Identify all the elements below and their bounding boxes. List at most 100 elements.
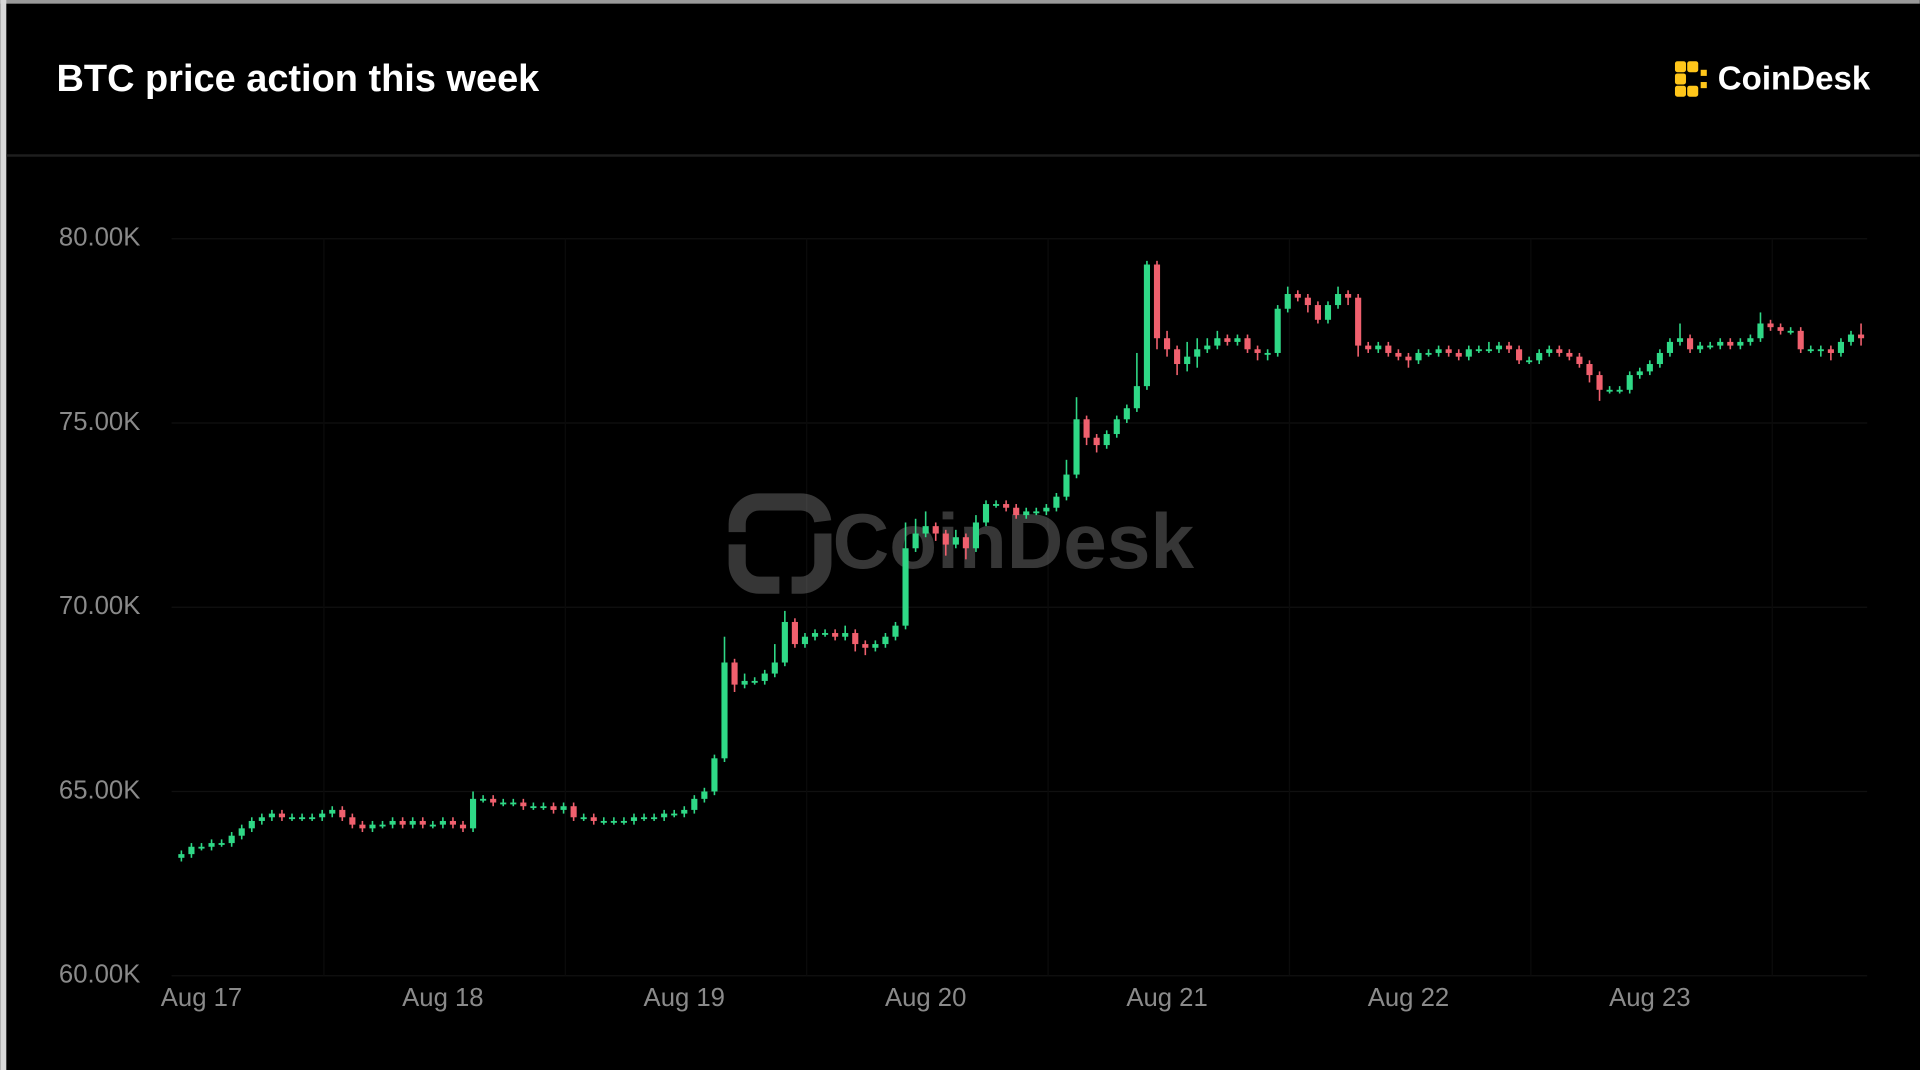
candle-body: [982, 504, 990, 523]
grid: 60.00K 65.00K 70.00K 75.00K 80.00K Aug 17 Aug …: [59, 224, 1868, 1012]
candle-body: [1405, 356, 1412, 361]
x-tick-label: Aug 17: [161, 984, 242, 1012]
candle-body: [1576, 356, 1583, 365]
candle-body: [1294, 294, 1301, 298]
candle-body: [1656, 352, 1663, 365]
candle-body: [520, 802, 527, 807]
candle-body: [681, 809, 688, 814]
candle-body: [419, 820, 426, 825]
candle-body: [1073, 419, 1080, 475]
logo-block: [1687, 85, 1699, 97]
candle-body: [309, 817, 316, 820]
candle-body: [691, 798, 698, 810]
brand-logo: CoinDesk: [1674, 61, 1871, 98]
candle-body: [480, 798, 487, 801]
candle-body: [178, 854, 185, 858]
candle-body: [781, 621, 788, 663]
candle-body: [791, 621, 798, 645]
candle-body: [1566, 352, 1573, 357]
candle-body: [268, 813, 275, 818]
candle-body: [1676, 338, 1684, 342]
candle-body: [1264, 352, 1271, 355]
candle-body: [389, 820, 396, 825]
candle-body: [1123, 408, 1130, 420]
candle-body: [1847, 334, 1855, 342]
candle-body: [339, 809, 346, 818]
candle-body: [630, 817, 638, 821]
candle-body: [288, 817, 296, 820]
candle-body: [1375, 345, 1382, 350]
candle-body: [278, 813, 286, 818]
candle-body: [1717, 341, 1724, 346]
candle-body: [510, 802, 517, 805]
candle-body: [379, 824, 386, 827]
candle-body: [1475, 349, 1482, 352]
candle-body: [761, 673, 768, 681]
candle-body: [540, 806, 547, 809]
candle-body: [811, 633, 819, 637]
candle-body: [902, 548, 909, 626]
brand-name: CoinDesk: [1718, 61, 1871, 98]
candle-body: [832, 633, 839, 637]
logo-block: [1674, 61, 1686, 73]
candle-body: [822, 633, 829, 635]
candle-body: [1113, 419, 1120, 435]
candle-body: [1586, 364, 1593, 376]
candle-body: [1093, 437, 1100, 446]
candle-body: [490, 798, 497, 803]
candle-body: [610, 820, 617, 823]
candle-body: [1445, 349, 1452, 353]
candle-body: [661, 813, 668, 818]
plot-area: [178, 260, 1865, 862]
candle-body: [1526, 360, 1533, 363]
candle-body: [1324, 305, 1332, 320]
candle-body: [1707, 345, 1714, 348]
candle-body: [1083, 419, 1090, 438]
candle-body: [550, 806, 557, 810]
candle-body: [1747, 338, 1754, 342]
candle-body: [1365, 345, 1372, 350]
candle-body: [1757, 323, 1764, 339]
candle-body: [1355, 297, 1362, 346]
candle-body: [1425, 352, 1432, 355]
candle-body: [1646, 364, 1653, 372]
candle-body: [1304, 297, 1311, 306]
candle-body: [530, 806, 537, 809]
candle-body: [218, 843, 225, 845]
candle-body: [952, 537, 959, 545]
candle-body: [721, 662, 728, 759]
candle-body: [1495, 345, 1503, 350]
candle-body: [369, 824, 376, 829]
candle-body: [1143, 264, 1150, 387]
y-tick-label: 65.00K: [59, 776, 140, 804]
candle-body: [1274, 308, 1281, 353]
candle-body: [993, 504, 1000, 506]
candle-body: [711, 758, 718, 792]
candle-body: [1184, 356, 1191, 365]
candle-body: [1244, 338, 1251, 350]
candle-body: [771, 662, 778, 674]
logo-block: [1674, 73, 1686, 85]
watermark-icon: [728, 493, 832, 594]
candle-body: [912, 533, 919, 549]
candle-body: [248, 820, 255, 829]
candle-body: [651, 817, 658, 820]
candle-body: [1224, 338, 1231, 342]
x-tick-label: Aug 23: [1609, 984, 1690, 1012]
candle-body: [469, 798, 477, 829]
candle-body: [922, 526, 929, 534]
candle-body: [872, 644, 879, 648]
candle-body: [1033, 511, 1040, 514]
x-tick-label: Aug 19: [644, 984, 725, 1012]
candle-body: [1003, 504, 1010, 508]
candle-body: [1596, 375, 1603, 390]
left-border: [0, 0, 7, 1070]
candle-body: [942, 533, 949, 545]
candle-body: [741, 680, 748, 685]
candle-body: [801, 636, 809, 645]
candle-body: [1857, 334, 1865, 339]
candle-body: [1767, 323, 1774, 328]
candle-body: [1395, 352, 1402, 357]
candle-body: [862, 644, 869, 648]
